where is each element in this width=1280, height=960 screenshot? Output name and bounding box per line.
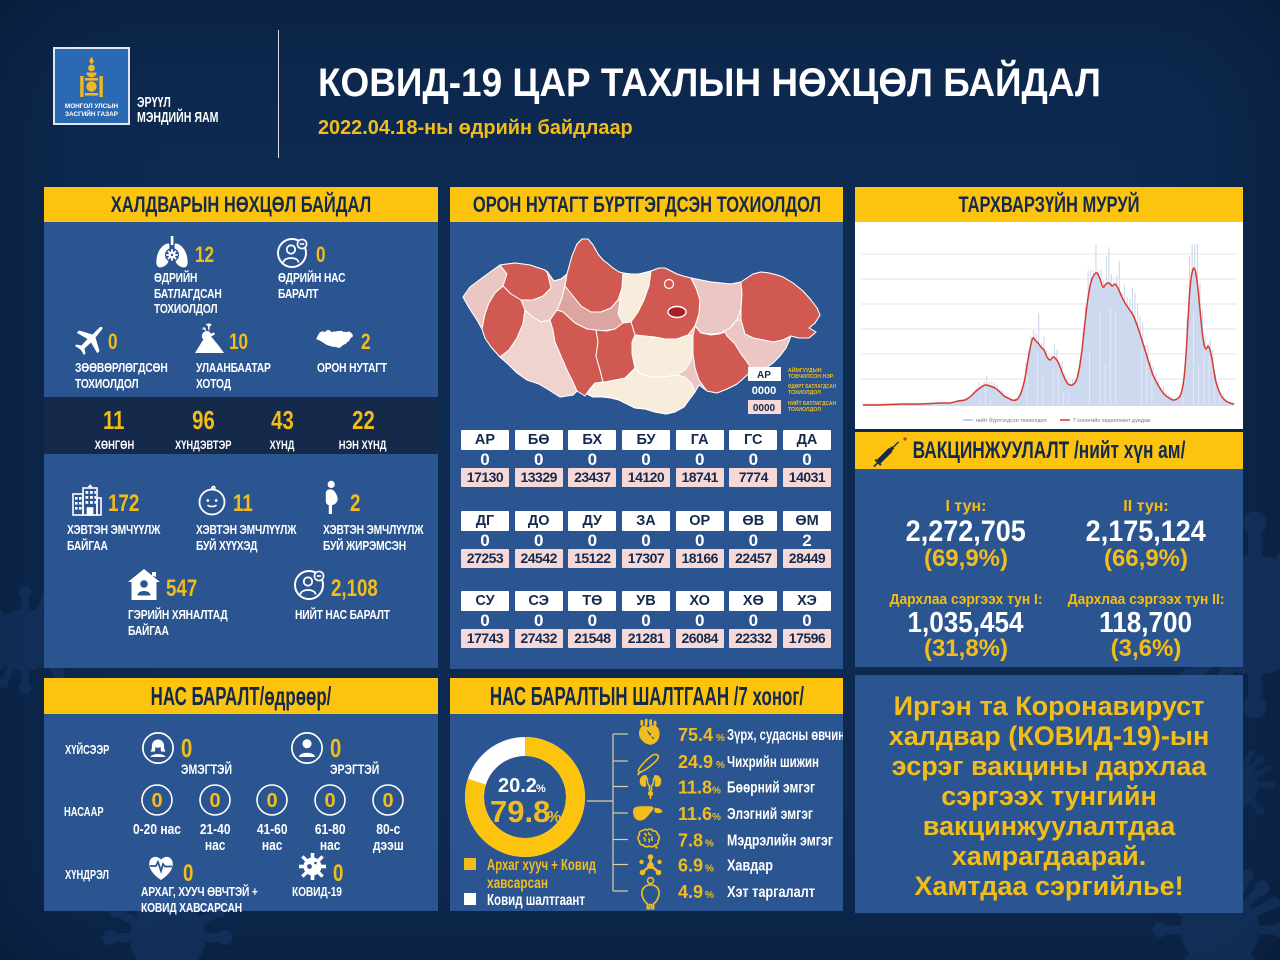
svg-text:Бөөрний эмгэг: Бөөрний эмгэг (727, 780, 815, 797)
svg-text:Хэт таргалалт: Хэт таргалалт (727, 884, 815, 901)
svg-text:ТОХИОЛДОЛ: ТОХИОЛДОЛ (788, 407, 821, 413)
svg-text:Ковид шалтгаант: Ковид шалтгаант (487, 892, 585, 909)
svg-text:Чихрийн шижин: Чихрийн шижин (727, 754, 819, 771)
svg-text:7 хоногийн хөдөлгөөнт дундаж: 7 хоногийн хөдөлгөөнт дундаж (1073, 417, 1151, 424)
svg-text:%: % (716, 733, 725, 744)
svg-text:0: 0 (266, 790, 277, 812)
svg-text:Элэгний эмгэг: Элэгний эмгэг (727, 806, 813, 823)
svg-text:ӨДӨРТ БАТЛАГДСАН: ӨДӨРТ БАТЛАГДСАН (788, 384, 836, 390)
svg-text:ЗАСГИЙН ГАЗАР: ЗАСГИЙН ГАЗАР (65, 109, 119, 118)
svg-text:79.8: 79.8 (490, 794, 550, 829)
svg-text:6.9: 6.9 (678, 856, 703, 876)
svg-text:7.8: 7.8 (678, 831, 703, 851)
svg-text:0000: 0000 (752, 385, 776, 397)
svg-text:%: % (712, 812, 721, 823)
svg-text:4.9: 4.9 (678, 882, 703, 902)
svg-text:Мэдрэлийн эмгэг: Мэдрэлийн эмгэг (727, 833, 833, 850)
svg-text:Хавдар: Хавдар (727, 858, 773, 875)
svg-text:%: % (716, 760, 725, 771)
svg-text:75.4: 75.4 (678, 725, 713, 745)
svg-text:%: % (712, 786, 721, 797)
svg-text:0: 0 (382, 790, 393, 812)
svg-text:%: % (705, 839, 714, 850)
svg-text:11.8: 11.8 (678, 778, 712, 798)
svg-text:0: 0 (151, 790, 162, 812)
svg-text:НИЙТ БАТЛАГДСАН: НИЙТ БАТЛАГДСАН (788, 399, 836, 407)
svg-text:Архаг хууч + Ковид: Архаг хууч + Ковид (487, 857, 596, 874)
svg-text:0000: 0000 (753, 403, 776, 414)
svg-text:нийт бүртгэгдсэн тохиолдол: нийт бүртгэгдсэн тохиолдол (976, 417, 1047, 424)
svg-text:11.6: 11.6 (678, 804, 712, 824)
svg-text:АЙМГУУДЫН: АЙМГУУДЫН (788, 366, 822, 374)
svg-text:Зүрх, судасны өвчин: Зүрх, судасны өвчин (727, 727, 843, 744)
svg-text:24.9: 24.9 (678, 752, 713, 772)
svg-text:%: % (536, 783, 546, 795)
svg-text:ТОВЧИЛСОН НЭР: ТОВЧИЛСОН НЭР (788, 374, 834, 380)
svg-text:%: % (705, 864, 714, 875)
svg-text:ТОХИОЛДОЛ: ТОХИОЛДОЛ (788, 390, 821, 396)
svg-text:%: % (547, 809, 561, 826)
svg-text:0: 0 (209, 790, 220, 812)
svg-text:20.2: 20.2 (498, 775, 537, 797)
svg-text:хавсарсан: хавсарсан (487, 875, 548, 892)
svg-text:0: 0 (324, 790, 335, 812)
svg-text:АР: АР (757, 370, 771, 381)
svg-text:%: % (705, 890, 714, 901)
svg-text:МОНГОЛ УЛСЫН: МОНГОЛ УЛСЫН (65, 103, 119, 110)
